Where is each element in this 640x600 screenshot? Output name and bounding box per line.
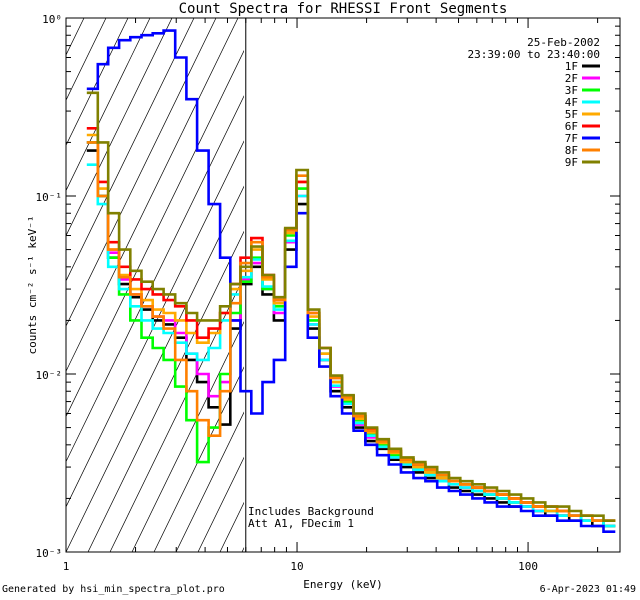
hatch-line xyxy=(197,456,244,552)
hatch-line xyxy=(264,18,524,552)
hatch-line xyxy=(462,18,640,552)
x-tick-label: 1 xyxy=(63,560,70,573)
hatch-line xyxy=(87,230,244,552)
legend-label-9F: 9F xyxy=(565,156,578,169)
hatch-line xyxy=(484,18,640,552)
x-tick-label: 10 xyxy=(290,560,303,573)
hatch-line xyxy=(594,18,640,552)
series-line-4F xyxy=(86,163,616,528)
series-line-1F xyxy=(86,149,616,528)
legend-time-range: 23:39:00 to 23:40:00 xyxy=(468,48,600,61)
hatch-line xyxy=(528,18,640,552)
hatch-line xyxy=(175,411,244,552)
x-tick-label: 100 xyxy=(518,560,538,573)
hatch-line xyxy=(440,18,640,552)
hatch-line xyxy=(66,185,244,552)
y-axis-ticks: 10⁰ 10⁻¹ 10⁻² 10⁻³ xyxy=(36,13,620,560)
footer-generator: Generated by hsi_min_spectra_plot.pro xyxy=(2,584,225,595)
hatch-line xyxy=(66,18,107,101)
hatch-line xyxy=(241,547,244,552)
hatch-line xyxy=(418,18,640,552)
y-tick-label: 10⁻¹ xyxy=(36,191,63,204)
hatch-line xyxy=(131,321,244,552)
hatch-line xyxy=(0,18,18,552)
legend: 25-Feb-2002 23:39:00 to 23:40:00 1F2F3F4… xyxy=(468,36,600,169)
series-line-7F xyxy=(86,29,616,533)
annotation-attenuator: Att A1, FDecim 1 xyxy=(248,517,354,530)
chart-title: Count Spectra for RHESSI Front Segments xyxy=(179,1,508,17)
hatch-line xyxy=(66,18,239,373)
legend-label-5F: 5F xyxy=(565,108,578,121)
legend-date: 25-Feb-2002 xyxy=(527,36,600,49)
hatch-line xyxy=(66,140,244,508)
hatch-line xyxy=(66,18,151,192)
hatch-line xyxy=(330,18,590,552)
x-axis-ticks: 1 10 100 xyxy=(63,18,599,573)
x-axis-label: Energy (keV) xyxy=(303,578,382,591)
legend-label-3F: 3F xyxy=(565,84,578,97)
y-tick-label: 10⁰ xyxy=(42,13,62,26)
series-line-9F xyxy=(86,91,616,522)
plot-frame xyxy=(65,17,621,553)
series-group xyxy=(86,29,616,533)
legend-label-2F: 2F xyxy=(565,72,578,85)
legend-label-6F: 6F xyxy=(565,120,578,133)
hatch-line xyxy=(66,18,129,147)
y-tick-label: 10⁻³ xyxy=(36,547,63,560)
attenuator-hatch-region xyxy=(0,18,640,552)
series-line-8F xyxy=(86,141,616,522)
y-tick-label: 10⁻² xyxy=(36,369,63,382)
y-axis-label: counts cm⁻² s⁻¹ keV⁻¹ xyxy=(26,215,39,354)
footer-timestamp: 6-Apr-2023 01:49 xyxy=(539,584,636,595)
hatch-line xyxy=(572,18,640,552)
hatch-line xyxy=(550,18,640,552)
hatch-line xyxy=(66,18,195,282)
hatch-line xyxy=(66,18,217,327)
hatch-line xyxy=(66,18,173,237)
legend-label-8F: 8F xyxy=(565,144,578,157)
legend-label-7F: 7F xyxy=(565,132,578,145)
legend-label-1F: 1F xyxy=(565,60,578,73)
hatch-line xyxy=(66,18,85,56)
annotation-background: Includes Background xyxy=(248,505,374,518)
legend-label-4F: 4F xyxy=(565,96,578,109)
